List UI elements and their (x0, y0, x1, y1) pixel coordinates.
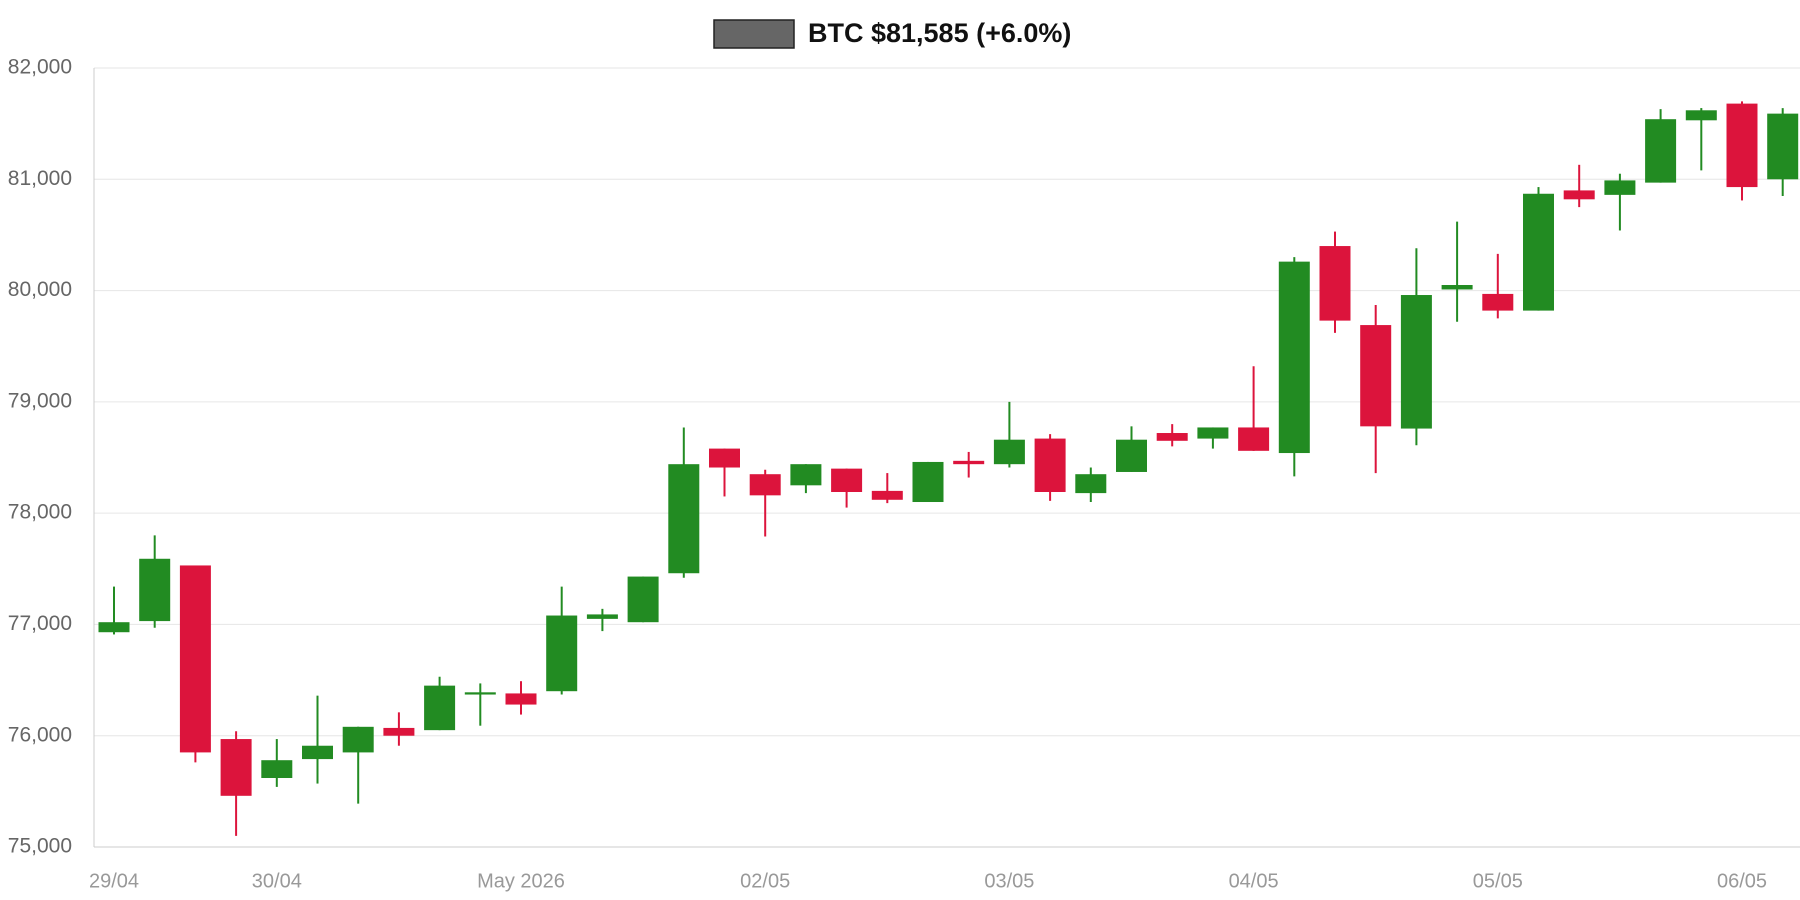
candle-body (342, 726, 374, 753)
x-tick-label: May 2026 (477, 870, 565, 892)
legend-label: BTC $81,585 (+6.0%) (808, 18, 1071, 48)
x-tick-label: 02/05 (740, 870, 790, 892)
x-tick-label: 30/04 (252, 870, 302, 892)
candle-body (1116, 439, 1147, 472)
x-tick-label: 06/05 (1717, 870, 1767, 892)
candle-body (749, 474, 781, 496)
x-tick-label: 03/05 (984, 870, 1034, 892)
y-tick-label: 79,000 (8, 389, 72, 412)
y-tick-label: 82,000 (8, 56, 72, 79)
candle-body (1360, 325, 1392, 427)
candle-body (424, 685, 456, 731)
candle-body (383, 727, 415, 736)
y-tick-label: 78,000 (8, 501, 72, 524)
candle-body (1523, 193, 1554, 311)
candle-body (993, 439, 1025, 465)
candle-body (98, 622, 130, 633)
candle-body (1441, 285, 1473, 290)
candle-body (1645, 119, 1677, 183)
candle-body (1482, 293, 1514, 311)
candle-body (220, 739, 252, 796)
y-tick-label: 77,000 (8, 612, 72, 635)
candle-body (1197, 427, 1229, 439)
candle-body (1604, 180, 1636, 195)
candle-body (464, 692, 496, 695)
x-tick-label: 04/05 (1229, 870, 1279, 892)
candle-body (1563, 190, 1595, 200)
y-tick-label: 81,000 (8, 167, 72, 190)
candle-body (1034, 438, 1066, 492)
candle-body (627, 576, 659, 623)
candle-body (1319, 246, 1351, 321)
candle-body (261, 760, 293, 779)
candle-body (505, 693, 537, 705)
candle-body (302, 745, 333, 760)
candle-body (546, 615, 578, 692)
y-tick-label: 80,000 (8, 278, 72, 301)
candle-body (179, 565, 211, 753)
x-tick-label: 05/05 (1473, 870, 1523, 892)
candle-body (1685, 110, 1717, 121)
candle-body (871, 490, 903, 500)
candle-body (831, 468, 863, 492)
y-tick-label: 75,000 (8, 835, 72, 858)
candle-body (139, 558, 171, 622)
candle-body (953, 460, 985, 465)
candle-body (1075, 474, 1107, 494)
candle-body (668, 464, 700, 574)
candle-body (1156, 433, 1188, 441)
legend-swatch (713, 19, 795, 49)
y-tick-label: 76,000 (8, 723, 72, 746)
x-tick-label: 29/04 (89, 870, 139, 892)
candle-body (790, 464, 822, 486)
candle-body (1767, 113, 1799, 180)
candle-body (1238, 427, 1270, 451)
candle-body (1726, 103, 1758, 188)
candle-body (1278, 261, 1310, 454)
candle-body (586, 614, 618, 619)
candle-body (709, 448, 740, 468)
candle-body (912, 461, 944, 503)
candle-body (1400, 295, 1432, 429)
